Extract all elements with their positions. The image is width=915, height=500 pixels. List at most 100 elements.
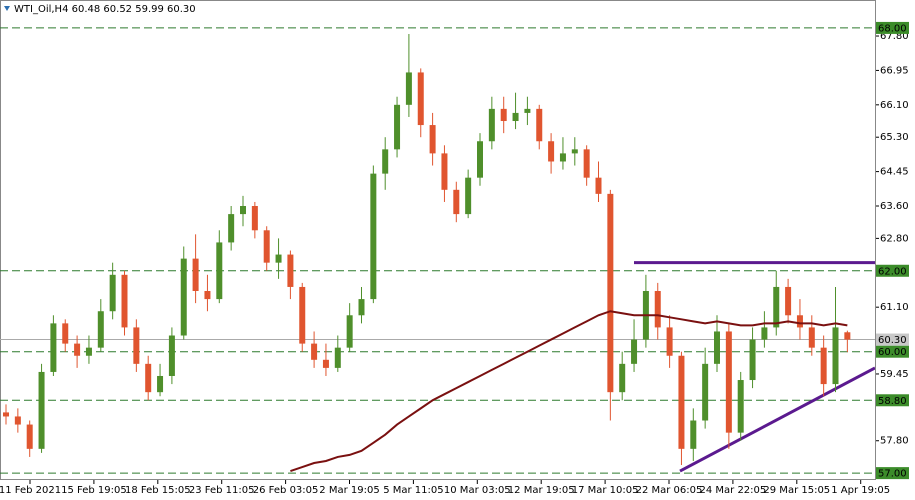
- candle-body: [536, 108, 543, 142]
- x-tick-label: 17 Mar 10:05: [572, 485, 639, 496]
- candle-body: [3, 412, 9, 417]
- y-tick-label: 66.95: [880, 65, 909, 76]
- x-tick-label: 2 Mar 19:05: [319, 485, 379, 496]
- price-tag-label: 62.00: [878, 266, 907, 277]
- candle-body: [50, 323, 57, 372]
- price-tag-label: 58.80: [878, 396, 907, 407]
- candle-body: [358, 299, 365, 316]
- candle-body: [240, 206, 246, 215]
- candle-body: [808, 327, 815, 348]
- chart-title: WTI_Oil,H4 60.48 60.52 59.99 60.30: [14, 4, 196, 15]
- x-tick-label: 5 Mar 11:05: [383, 485, 443, 496]
- candle-body: [204, 290, 211, 300]
- candle-body: [678, 355, 685, 449]
- candle-body: [619, 363, 626, 393]
- candle-body: [382, 149, 389, 174]
- candle-body: [654, 290, 661, 328]
- candle-body: [820, 347, 827, 385]
- candle-body: [702, 363, 709, 421]
- candle-body: [417, 72, 424, 126]
- price-tag: [876, 264, 909, 277]
- candle-body: [595, 177, 602, 194]
- y-tick-label: 64.45: [880, 167, 909, 178]
- candle-body: [488, 108, 495, 142]
- candle-body: [631, 339, 638, 364]
- candle-body: [465, 177, 472, 215]
- candle-body: [666, 327, 673, 356]
- y-tick-label: 61.10: [880, 302, 909, 313]
- candle-body: [690, 420, 697, 449]
- candle-body: [429, 125, 436, 154]
- candle-body: [749, 339, 756, 381]
- price-tag-label: 60.30: [878, 335, 907, 346]
- price-tag-label: 57.00: [878, 469, 907, 480]
- moving-average: [290, 310, 848, 473]
- candle-body: [334, 347, 341, 368]
- candle-body: [275, 254, 282, 263]
- candle-body: [500, 108, 507, 122]
- candle-body: [796, 315, 803, 328]
- x-tick-label: 23 Feb 11:05: [189, 485, 255, 496]
- candle-body: [121, 274, 128, 328]
- x-tick-label: 15 Feb 19:05: [61, 485, 127, 496]
- price-tag: [876, 394, 909, 407]
- x-tick-label: 24 Mar 22:05: [700, 485, 767, 496]
- candle-body: [180, 258, 187, 336]
- candle-body: [14, 416, 21, 425]
- candle-body: [394, 104, 401, 150]
- x-tick-label: 10 Mar 03:05: [444, 485, 511, 496]
- trendline: [679, 366, 876, 473]
- x-tick-label: 18 Feb 15:05: [125, 485, 191, 496]
- candle-body: [62, 323, 69, 344]
- candle-body: [714, 331, 720, 364]
- symbol-icon: [4, 6, 10, 11]
- candle-body: [844, 332, 851, 340]
- candle-body: [228, 214, 235, 243]
- candle-body: [133, 327, 140, 364]
- candle-body: [145, 363, 152, 393]
- price-tag-label: 68.00: [878, 23, 907, 34]
- candle-body: [548, 141, 555, 162]
- candle-body: [26, 424, 33, 449]
- y-tick-label: 62.80: [880, 233, 909, 244]
- price-tag: [876, 345, 909, 358]
- candle-body: [85, 347, 92, 356]
- candle-body: [346, 315, 353, 348]
- candle-body: [737, 380, 744, 433]
- candle-body: [785, 286, 792, 316]
- x-tick-label: 11 Feb 2021: [0, 485, 61, 496]
- y-tick-label: 63.60: [880, 201, 909, 212]
- candle-body: [287, 254, 294, 287]
- candle-body: [477, 141, 483, 178]
- candle-body: [216, 242, 223, 300]
- candle-body: [109, 274, 116, 312]
- candle-body: [524, 108, 531, 113]
- price-tag: [876, 21, 909, 34]
- candle-body: [157, 375, 164, 393]
- candle-body: [832, 327, 839, 385]
- candle-body: [251, 206, 258, 231]
- candle-body: [512, 112, 519, 122]
- price-tag: [876, 333, 909, 346]
- price-tag: [876, 467, 909, 480]
- candle-body: [311, 343, 318, 360]
- x-tick-label: 1 Apr 19:05: [831, 485, 890, 496]
- candle-body: [322, 359, 329, 368]
- candle-body: [168, 335, 175, 376]
- y-tick-label: 57.80: [880, 436, 909, 447]
- candle-body: [370, 173, 377, 300]
- x-tick-label: 29 Mar 15:05: [763, 485, 830, 496]
- x-tick-label: 12 Mar 19:05: [508, 485, 575, 496]
- candle-body: [74, 343, 81, 356]
- candle-body: [38, 371, 45, 449]
- candle-body: [761, 327, 768, 340]
- candle-body: [559, 153, 566, 162]
- y-tick-label: 67.80: [880, 31, 909, 42]
- y-tick-label: 65.30: [880, 132, 909, 143]
- candle-body: [583, 149, 590, 178]
- candle-body: [192, 258, 199, 291]
- candle-body: [607, 193, 614, 393]
- candle-body: [441, 153, 448, 190]
